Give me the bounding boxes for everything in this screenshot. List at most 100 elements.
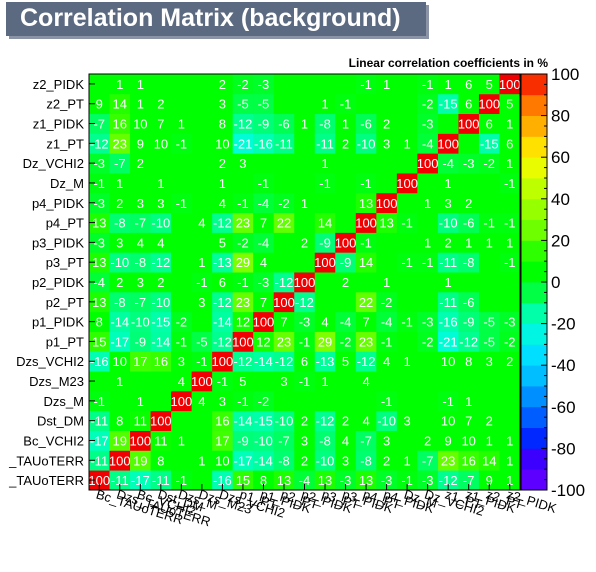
cell-value-label: -4: [340, 315, 352, 330]
heatmap-cell: [437, 390, 459, 412]
cell-value-label: 12: [256, 334, 270, 349]
heatmap-cell: [253, 252, 275, 273]
cell-value-label: 23: [236, 295, 250, 310]
heatmap-cell: [396, 272, 418, 293]
heatmap-cell: [499, 351, 521, 372]
cell-value-label: 8: [219, 117, 226, 132]
heatmap-cell: [437, 450, 459, 471]
cell-value-label: -1: [237, 275, 249, 290]
heatmap-cell: [109, 192, 131, 214]
heatmap-cell: [355, 93, 377, 115]
y-tick-label: p2_PT: [46, 295, 84, 310]
plot-frame: [88, 73, 521, 491]
heatmap-cell: [458, 93, 480, 115]
cell-value-label: -9: [463, 315, 475, 330]
heatmap-cell: [130, 133, 151, 154]
heatmap-cell: [232, 410, 254, 431]
cell-value-label: 16: [215, 414, 229, 429]
heatmap-cell: [191, 232, 213, 253]
heatmap-cell: [232, 311, 254, 332]
cell-value-label: -1: [237, 394, 249, 409]
heatmap-cell: [314, 74, 336, 95]
heatmap-cell: [499, 252, 521, 273]
cell-value-label: 7: [157, 117, 164, 132]
cell-value-label: 3: [404, 414, 411, 429]
heatmap-cell: [150, 450, 172, 471]
cell-value-label: -1: [176, 334, 188, 349]
heatmap-cell: [150, 351, 172, 372]
heatmap-cell: [232, 430, 254, 451]
cell-value-label: 10: [215, 136, 229, 151]
heatmap-cell: [89, 212, 110, 233]
cell-value-label: 3: [137, 275, 144, 290]
heatmap-cell-labels: 100 -11 -17 -11 -1 -16 15 8 13 -4 13 -3 13 -3 -1 -3 -12-…: [88, 77, 520, 488]
heatmap-cell: [130, 153, 151, 174]
heatmap-cell: [314, 450, 336, 471]
heatmap-cell: [253, 74, 275, 95]
heatmap-cell: [417, 371, 439, 392]
heatmap-cell: [130, 212, 151, 233]
heatmap-cell: [335, 74, 357, 95]
cell-value-label: -16: [439, 315, 458, 330]
heatmap-cell: [232, 113, 254, 134]
heatmap-cell: [478, 410, 500, 431]
cell-value-label: -4: [442, 156, 454, 171]
cell-value-label: -14: [213, 315, 232, 330]
cell-value-label: 2: [116, 275, 123, 290]
cell-value-label: 23: [113, 136, 127, 151]
heatmap-cell: [396, 93, 418, 115]
heatmap-cell: [212, 390, 234, 412]
heatmap-cell: [314, 133, 336, 154]
heatmap-cell: [417, 93, 439, 115]
cell-value-label: 16: [113, 117, 127, 132]
cell-value-label: 2: [137, 156, 144, 171]
heatmap-cell: [417, 311, 439, 332]
heatmap-cell: [335, 470, 357, 491]
heatmap-cell: [376, 450, 398, 471]
heatmap-cell: [171, 192, 193, 214]
cell-value-label: -1: [176, 196, 188, 211]
heatmap-cell: [191, 252, 213, 273]
cell-value-label: -7: [135, 295, 147, 310]
cell-value-label: 100: [150, 414, 172, 429]
heatmap-cell: [89, 430, 110, 451]
cell-value-label: 7: [465, 414, 472, 429]
cell-value-label: 9: [137, 136, 144, 151]
heatmap-cell: [232, 272, 254, 293]
heatmap-cell: [130, 291, 151, 313]
heatmap-cell: [335, 311, 357, 332]
heatmap-cell: [212, 93, 234, 115]
cell-value-label: 2: [301, 414, 308, 429]
heatmap-cell: [294, 153, 316, 174]
heatmap-cell: [376, 252, 398, 273]
colorbar-segment: [521, 282, 547, 304]
cell-value-label: 10: [133, 117, 147, 132]
heatmap-cell: [376, 133, 398, 154]
heatmap-cell: [171, 410, 193, 431]
heatmap-cell: [150, 331, 172, 352]
heatmap-cell: [150, 113, 172, 134]
cell-value-label: -1: [93, 394, 105, 409]
heatmap-cell: [417, 410, 439, 431]
heatmap-cell: [396, 291, 418, 313]
cell-value-label: -9: [340, 255, 352, 270]
cell-value-label: -8: [360, 453, 372, 468]
cell-value-label: -10: [254, 433, 273, 448]
heatmap-cell: [232, 470, 254, 491]
colorbar-tick-label: 60: [551, 148, 570, 167]
heatmap-cell: [130, 113, 151, 134]
cell-value-label: 1: [137, 394, 144, 409]
cell-value-label: -1: [381, 394, 393, 409]
heatmap-cell: [212, 173, 234, 194]
cell-value-label: 15: [92, 334, 106, 349]
cell-value-label: 1: [506, 433, 513, 448]
cell-value-label: 23: [277, 334, 291, 349]
cell-value-label: -7: [135, 216, 147, 231]
cell-value-label: 14: [482, 453, 496, 468]
heatmap-cell: [478, 450, 500, 471]
heatmap-cell: [150, 311, 172, 332]
cell-value-label: 9: [445, 433, 452, 448]
heatmap-cell: [499, 371, 521, 392]
heatmap-cell: [376, 192, 398, 214]
heatmap-cell: [376, 93, 398, 115]
